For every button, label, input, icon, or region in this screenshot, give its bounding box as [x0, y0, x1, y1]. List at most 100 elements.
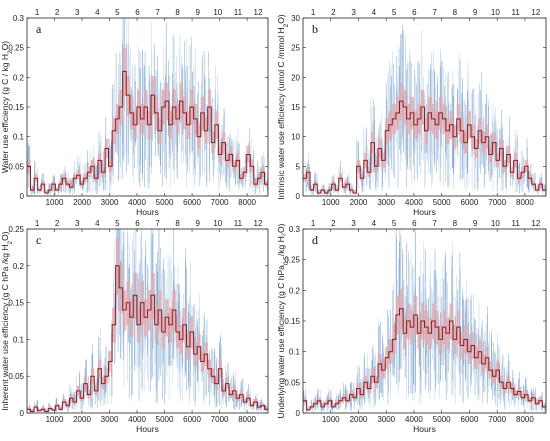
- month-tick-label: 10: [213, 219, 222, 228]
- y-tick-label: 0: [20, 409, 25, 418]
- month-tick-label: 8: [453, 219, 458, 228]
- y-tick-label: 0: [20, 192, 25, 201]
- x-tick-label: 3000: [377, 198, 395, 207]
- y-tick-label: 0: [296, 409, 301, 418]
- month-tick-label: 2: [331, 219, 336, 228]
- month-tick-label: 9: [195, 8, 200, 17]
- month-tick-label: 1: [35, 8, 40, 17]
- x-tick-label: 6000: [183, 198, 201, 207]
- y-tick-label: 5: [296, 162, 301, 171]
- month-tick-label: 7: [432, 219, 437, 228]
- series-line: [27, 70, 268, 194]
- x-tick-label: 6000: [183, 415, 201, 424]
- band-segment: [328, 187, 332, 192]
- band-segment: [30, 410, 35, 412]
- band-segment: [151, 272, 155, 319]
- x-tick-label: 2000: [73, 415, 91, 424]
- band-segment: [320, 187, 325, 192]
- band-segment: [320, 404, 325, 409]
- band-segment: [542, 187, 546, 192]
- month-tick-label: 4: [372, 8, 377, 17]
- month-tick-label: 10: [213, 8, 222, 17]
- month-tick-label: 8: [175, 219, 180, 228]
- x-tick-label: 3000: [101, 198, 119, 207]
- x-tick-label: 7000: [488, 198, 506, 207]
- x-tick-label: 5000: [156, 198, 174, 207]
- x-tick-label: 2000: [350, 198, 368, 207]
- y-axis-label: Inherent water use efficiency (g C hPa /…: [0, 231, 14, 410]
- month-tick-label: 11: [234, 8, 243, 17]
- month-tick-label: 4: [95, 219, 100, 228]
- y-tick-label: 15: [291, 103, 300, 112]
- band-segment: [349, 187, 354, 192]
- x-tick-label: 2000: [73, 198, 91, 207]
- month-tick-label: 3: [351, 219, 356, 228]
- month-tick-label: 7: [155, 8, 160, 17]
- y-tick-label: 0.15: [8, 299, 24, 308]
- panel-letter: c: [36, 233, 41, 247]
- x-axis-label: Hours: [136, 424, 159, 434]
- series-line: [27, 265, 268, 412]
- y-tick-label: 0.1: [13, 133, 25, 142]
- x-tick-label: 5000: [433, 198, 451, 207]
- month-tick-label: 6: [412, 8, 417, 17]
- y-tick-label: 0.25: [8, 44, 24, 53]
- band-segment: [126, 281, 130, 325]
- x-tick-label: 4000: [128, 415, 146, 424]
- x-tick-label: 4000: [405, 415, 423, 424]
- month-tick-label: 11: [511, 219, 520, 228]
- y-tick-label: 0.2: [13, 73, 25, 82]
- y-tick-label: 30: [291, 14, 300, 23]
- band-segment: [151, 75, 155, 116]
- month-tick-label: 8: [175, 8, 180, 17]
- x-tick-label: 4000: [128, 198, 146, 207]
- band-segment: [310, 187, 314, 192]
- band-segment: [115, 238, 120, 296]
- band-segment: [542, 404, 546, 409]
- month-tick-label: 4: [372, 219, 377, 228]
- month-tick-label: 5: [115, 219, 120, 228]
- month-tick-label: 12: [254, 8, 263, 17]
- panel-letter: b: [312, 22, 318, 36]
- month-tick-label: 6: [135, 8, 140, 17]
- month-tick-label: 3: [75, 8, 80, 17]
- month-tick-label: 7: [432, 8, 437, 17]
- x-tick-label: 8000: [238, 198, 256, 207]
- band-segment: [399, 288, 404, 330]
- x-tick-label: 8000: [238, 415, 256, 424]
- band-segment: [126, 75, 130, 116]
- month-tick-label: 11: [234, 219, 243, 228]
- x-tick-label: 6000: [461, 198, 479, 207]
- band-segment: [535, 187, 539, 192]
- month-tick-label: 10: [491, 8, 500, 17]
- month-tick-label: 2: [55, 219, 60, 228]
- month-tick-label: 6: [135, 219, 140, 228]
- y-tick-label: 0.05: [284, 378, 300, 387]
- band-segment: [331, 404, 336, 409]
- month-tick-label: 2: [55, 8, 60, 17]
- month-tick-label: 9: [195, 219, 200, 228]
- y-tick-label: 0.1: [289, 348, 301, 357]
- series-line: [303, 100, 546, 194]
- series-line: [303, 308, 546, 411]
- y-tick-label: 20: [291, 73, 300, 82]
- band-segment: [37, 409, 42, 412]
- x-tick-label: 7000: [211, 198, 229, 207]
- month-tick-label: 11: [511, 8, 520, 17]
- y-tick-label: 0.2: [289, 286, 301, 295]
- x-tick-label: 2000: [350, 415, 368, 424]
- band-segment: [310, 404, 314, 409]
- plot-frame: [26, 228, 269, 414]
- x-axis-label: Hours: [413, 207, 436, 217]
- month-tick-label: 12: [531, 8, 540, 17]
- band-segment: [122, 47, 127, 97]
- month-tick-label: 1: [311, 8, 316, 17]
- x-tick-label: 3000: [377, 415, 395, 424]
- x-tick-label: 1000: [322, 198, 340, 207]
- month-tick-label: 5: [115, 8, 120, 17]
- y-tick-label: 25: [291, 44, 300, 53]
